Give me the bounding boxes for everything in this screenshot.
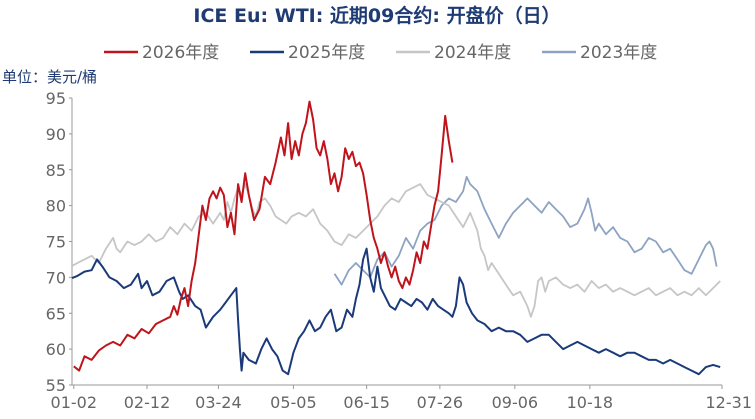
x-tick-label: 10-18 xyxy=(567,393,614,412)
y-tick-label: 70 xyxy=(46,268,66,287)
x-tick-label: 12-31 xyxy=(706,393,753,412)
y-tick-label: 75 xyxy=(46,233,66,252)
x-tick-label: 06-15 xyxy=(343,393,390,412)
y-tick-label: 85 xyxy=(46,161,66,180)
y-tick-label: 90 xyxy=(46,125,66,144)
x-tick-label: 07-26 xyxy=(417,393,464,412)
unit-label: 单位：美元/桶 xyxy=(2,68,97,86)
legend-label-2025: 2025年度 xyxy=(288,43,365,63)
series-lines xyxy=(71,100,721,376)
x-tick-label: 09-06 xyxy=(492,393,539,412)
x-tick-label: 05-05 xyxy=(270,393,317,412)
x-tick-label: 02-12 xyxy=(124,393,171,412)
y-tick-label: 65 xyxy=(46,304,66,323)
series-line-2024年度 xyxy=(71,183,721,318)
x-ticks: 01-02 02-12 03-24 05-05 06-15 07-26 09-06 10-18… xyxy=(51,385,752,412)
y-ticks: 55 60 65 70 75 80 85 90 95 xyxy=(46,89,72,395)
legend: 2026年度 2025年度 2024年度 2023年度 xyxy=(104,43,657,63)
series-line-2023年度 xyxy=(333,175,718,286)
x-tick-label: 03-24 xyxy=(195,393,242,412)
legend-label-2024: 2024年度 xyxy=(434,43,511,63)
y-tick-label: 95 xyxy=(46,89,66,108)
chart-title: ICE Eu: WTI: 近期09合约: 开盘价（日） xyxy=(193,4,560,27)
y-tick-label: 55 xyxy=(46,376,66,395)
series-line-2026年度 xyxy=(73,100,454,372)
y-tick-label: 60 xyxy=(46,340,66,359)
x-tick-label: 01-02 xyxy=(51,393,98,412)
legend-label-2026: 2026年度 xyxy=(142,43,219,63)
series-line-2025年度 xyxy=(71,247,721,376)
legend-label-2023: 2023年度 xyxy=(580,43,657,63)
y-tick-label: 80 xyxy=(46,197,66,216)
